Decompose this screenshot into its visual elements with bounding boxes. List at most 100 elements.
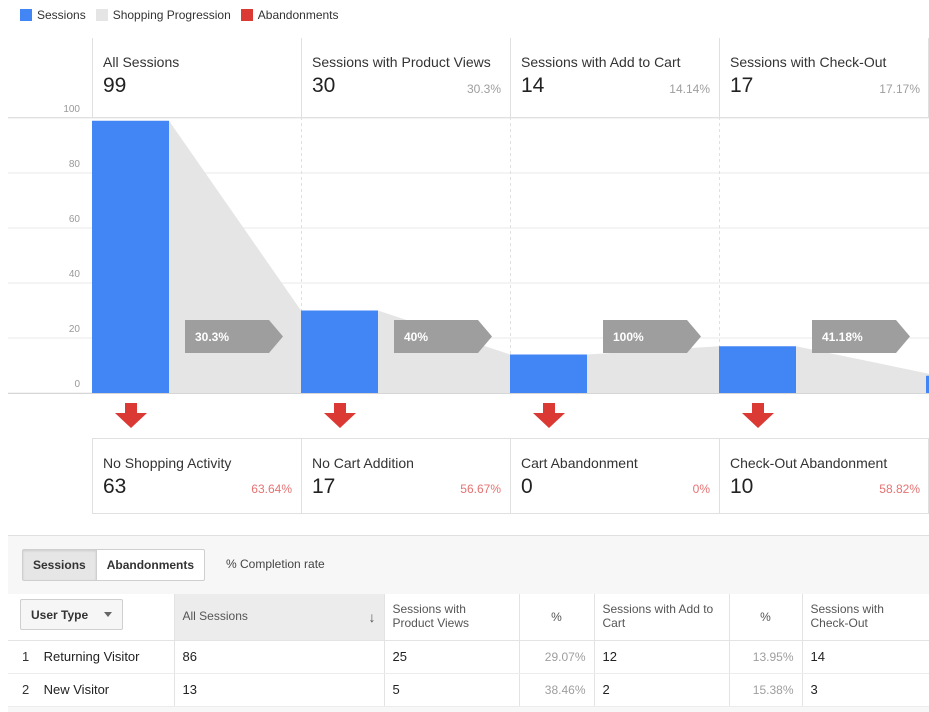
chart-legend: Sessions Shopping Progression Abandonmen… xyxy=(20,7,349,23)
funnel-table-section: Sessions Abandonments % Completion rate … xyxy=(8,535,929,712)
abandonment-percent: 56.67% xyxy=(460,482,501,496)
legend-item-shopping-progression[interactable]: Shopping Progression xyxy=(95,8,231,22)
row-number: 1 xyxy=(22,649,30,664)
user-type-link[interactable]: Returning Visitor xyxy=(43,649,140,664)
header-all-sessions[interactable]: All Sessions ↓ xyxy=(174,594,385,641)
progression-rate-chip xyxy=(394,320,492,353)
header-check-out[interactable]: Sessions with Check-Out xyxy=(802,594,929,641)
all-sessions-cell: 86 xyxy=(174,640,385,674)
abandonment-percent: 63.64% xyxy=(251,482,292,496)
progression-rate-label: 100% xyxy=(613,330,644,344)
abandonment-value: 63 xyxy=(103,475,127,498)
abandonment-no-shopping-activity[interactable]: No Shopping Activity 63 63.64% xyxy=(92,438,301,514)
y-tick-label: 80 xyxy=(68,159,80,170)
legend-label-sessions: Sessions xyxy=(37,8,86,22)
dimension-header: User Type xyxy=(8,594,175,641)
header-percent-1[interactable]: % xyxy=(519,594,595,641)
stage-value: 14 xyxy=(521,74,545,97)
session-bar xyxy=(510,354,587,393)
y-tick-label: 40 xyxy=(68,269,80,280)
progression-rate-chip xyxy=(603,320,701,353)
abandonment-title: No Shopping Activity xyxy=(103,455,232,471)
stage-percent: 30.3% xyxy=(466,82,501,96)
stage-title: All Sessions xyxy=(103,54,180,70)
table-row: 2 New Visitor 13 5 38.46% 2 15.38% 3 xyxy=(8,673,929,707)
chevron-down-icon xyxy=(104,612,113,617)
legend-item-sessions[interactable]: Sessions xyxy=(20,8,86,22)
header-product-views[interactable]: Sessions with Product Views xyxy=(384,594,520,641)
stage-title: Sessions with Add to Cart xyxy=(521,54,681,70)
sessions-tab-button[interactable]: Sessions xyxy=(23,550,97,580)
user-type-dropdown[interactable]: User Type xyxy=(20,599,124,630)
legend-swatch-abandonments xyxy=(240,9,253,21)
all-sessions-cell: 13 xyxy=(174,673,385,707)
progression-rate-label: 41.18% xyxy=(822,330,863,344)
progression-area xyxy=(796,346,929,393)
legend-item-abandonments[interactable]: Abandonments xyxy=(240,8,339,22)
session-bar xyxy=(719,346,796,393)
sort-descending-icon[interactable]: ↓ xyxy=(368,608,376,625)
progression-area xyxy=(587,346,719,393)
y-tick-label: 60 xyxy=(68,214,80,225)
abandonment-percent: 0% xyxy=(692,482,710,496)
user-type-cell: 1 Returning Visitor xyxy=(8,640,175,674)
funnel-chart: 30.3% 40% 100% 41.18% xyxy=(8,38,929,514)
percent-cell: 38.46% xyxy=(519,673,595,707)
header-add-to-cart[interactable]: Sessions with Add to Cart xyxy=(594,594,730,641)
y-axis: 100 80 60 40 20 0 xyxy=(8,38,92,393)
user-type-link[interactable]: New Visitor xyxy=(43,682,110,697)
progression-rate-chip xyxy=(185,320,283,353)
stage-product-views[interactable]: Sessions with Product Views 30 30.3% xyxy=(301,38,510,117)
stage-value: 17 xyxy=(730,74,754,97)
stage-value: 99 xyxy=(103,74,127,97)
abandonment-arrow-icon xyxy=(533,403,565,428)
header-percent-2[interactable]: % xyxy=(729,594,803,641)
header-label: All Sessions xyxy=(182,608,248,623)
product-views-cell: 25 xyxy=(384,640,520,674)
add-to-cart-cell: 12 xyxy=(594,640,730,674)
percent-cell: 13.95% xyxy=(729,640,803,674)
table-row: 1 Returning Visitor 86 25 29.07% 12 13.9… xyxy=(8,640,929,674)
legend-swatch-progression xyxy=(95,9,108,21)
session-bar xyxy=(92,120,169,393)
add-to-cart-cell: 2 xyxy=(594,673,730,707)
abandonment-no-cart-addition[interactable]: No Cart Addition 17 56.67% xyxy=(301,438,510,514)
session-bar-tail xyxy=(926,375,929,393)
shopping-funnel: 100 80 60 40 20 0 30.3% 40% 100% 41.18% All… xyxy=(8,38,929,514)
stage-check-out[interactable]: Sessions with Check-Out 17 17.17% xyxy=(719,38,929,117)
progression-rate-label: 40% xyxy=(404,330,428,344)
user-type-cell: 2 New Visitor xyxy=(8,673,175,707)
stage-value: 30 xyxy=(312,74,336,97)
table-header-row: User Type All Sessions ↓ Sessions with P… xyxy=(8,594,929,641)
legend-label-progression: Shopping Progression xyxy=(112,8,231,22)
abandonment-check-out[interactable]: Check-Out Abandonment 10 58.82% xyxy=(719,438,929,514)
stage-all-sessions[interactable]: All Sessions 99 xyxy=(92,38,301,117)
check-out-cell: 14 xyxy=(802,640,929,674)
abandonment-percent: 58.82% xyxy=(879,482,920,496)
legend-swatch-sessions xyxy=(20,9,32,21)
header-label: Sessions with Check-Out xyxy=(810,602,884,630)
dimension-label: User Type xyxy=(31,607,89,622)
progression-rate-label: 30.3% xyxy=(195,330,229,344)
stage-title: Sessions with Product Views xyxy=(312,54,491,70)
abandonment-arrow-icon xyxy=(115,403,147,428)
abandonment-value: 10 xyxy=(730,475,754,498)
abandonment-title: No Cart Addition xyxy=(312,455,414,471)
stage-add-to-cart[interactable]: Sessions with Add to Cart 14 14.14% xyxy=(510,38,719,117)
abandonment-cart[interactable]: Cart Abandonment 0 0% xyxy=(510,438,719,514)
completion-rate-option[interactable]: % Completion rate xyxy=(226,557,325,571)
session-bar xyxy=(301,310,378,393)
abandonment-arrow-icon xyxy=(324,403,356,428)
row-number: 2 xyxy=(22,682,30,697)
abandonment-title: Check-Out Abandonment xyxy=(730,455,888,471)
progression-rate-chip xyxy=(812,320,910,353)
stage-title: Sessions with Check-Out xyxy=(730,54,887,70)
check-out-cell: 3 xyxy=(802,673,929,707)
abandonments-tab-button[interactable]: Abandonments xyxy=(106,558,195,572)
header-label: Sessions with Product Views xyxy=(392,602,469,630)
y-tick-label: 20 xyxy=(68,324,80,335)
abandonment-arrow-icon xyxy=(742,403,774,428)
percent-cell: 15.38% xyxy=(729,673,803,707)
header-label: % xyxy=(760,609,771,624)
stage-percent: 17.17% xyxy=(879,82,920,96)
